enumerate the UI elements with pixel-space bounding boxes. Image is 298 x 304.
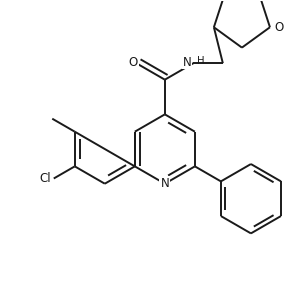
Text: O: O bbox=[274, 21, 283, 34]
Text: O: O bbox=[128, 56, 137, 69]
Text: N: N bbox=[183, 56, 191, 69]
Text: Cl: Cl bbox=[39, 172, 51, 185]
Text: H: H bbox=[197, 56, 205, 66]
Text: N: N bbox=[161, 177, 169, 190]
